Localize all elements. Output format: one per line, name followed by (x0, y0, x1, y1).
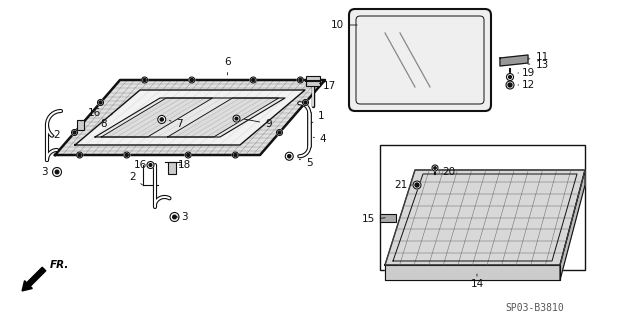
Circle shape (124, 152, 130, 158)
Circle shape (233, 115, 240, 122)
Bar (307, 76, 320, 86)
Text: 15: 15 (362, 214, 385, 225)
Circle shape (434, 167, 436, 169)
FancyArrow shape (22, 267, 46, 291)
Text: 20: 20 (439, 167, 456, 177)
Circle shape (432, 165, 438, 171)
Polygon shape (385, 265, 560, 280)
Circle shape (77, 152, 83, 158)
Circle shape (149, 164, 152, 167)
Text: SP03-B3810: SP03-B3810 (506, 303, 564, 313)
Text: 14: 14 (470, 274, 484, 289)
Circle shape (304, 101, 307, 104)
Text: 3: 3 (177, 212, 188, 222)
Circle shape (303, 100, 308, 106)
Text: 5: 5 (300, 158, 312, 168)
Polygon shape (95, 98, 285, 137)
Circle shape (276, 130, 282, 136)
Circle shape (73, 131, 76, 134)
Bar (380, 145, 585, 270)
Polygon shape (560, 170, 585, 280)
Polygon shape (168, 98, 279, 137)
Circle shape (147, 161, 154, 168)
Polygon shape (500, 55, 528, 66)
Text: 16: 16 (81, 108, 100, 121)
Circle shape (509, 76, 511, 78)
Circle shape (99, 101, 102, 104)
Circle shape (506, 81, 514, 89)
Circle shape (278, 131, 281, 134)
Polygon shape (55, 80, 325, 155)
Text: 7: 7 (170, 119, 183, 130)
Circle shape (299, 78, 302, 81)
Circle shape (141, 77, 148, 83)
Text: 10: 10 (330, 20, 357, 30)
Text: 2: 2 (54, 130, 60, 140)
Circle shape (143, 78, 146, 81)
Circle shape (78, 153, 81, 157)
Circle shape (189, 77, 195, 83)
Text: 18: 18 (178, 160, 191, 170)
Circle shape (125, 153, 128, 157)
FancyBboxPatch shape (349, 9, 491, 111)
Circle shape (252, 78, 255, 81)
Circle shape (508, 83, 512, 87)
Bar (168, 162, 175, 174)
Bar (380, 213, 396, 221)
Circle shape (235, 117, 238, 120)
Text: 12: 12 (518, 80, 534, 90)
Circle shape (72, 130, 77, 136)
Text: 11: 11 (528, 52, 548, 62)
Circle shape (415, 183, 419, 187)
Polygon shape (385, 170, 585, 265)
Circle shape (232, 152, 239, 158)
Circle shape (285, 152, 293, 160)
Circle shape (413, 181, 421, 189)
Polygon shape (101, 98, 212, 137)
Text: 6: 6 (224, 57, 231, 75)
Text: 16: 16 (134, 160, 150, 170)
Circle shape (55, 170, 59, 174)
Text: 2: 2 (129, 172, 143, 185)
Text: 1: 1 (311, 111, 324, 123)
Circle shape (160, 118, 163, 121)
Circle shape (190, 78, 193, 81)
Text: 9: 9 (244, 119, 272, 129)
Circle shape (97, 100, 104, 106)
Text: 4: 4 (313, 134, 326, 144)
Circle shape (298, 77, 303, 83)
Circle shape (287, 155, 291, 158)
Text: 13: 13 (528, 60, 548, 70)
Circle shape (506, 73, 513, 80)
Bar (77, 120, 84, 130)
Text: 19: 19 (518, 68, 534, 78)
Circle shape (185, 152, 191, 158)
Circle shape (170, 212, 179, 221)
Text: 8: 8 (100, 114, 113, 129)
Circle shape (157, 115, 166, 123)
Circle shape (173, 215, 176, 219)
Text: 3: 3 (41, 167, 53, 177)
Text: 17: 17 (319, 81, 336, 91)
Circle shape (52, 167, 61, 176)
Polygon shape (75, 90, 305, 145)
Circle shape (250, 77, 256, 83)
Text: FR.: FR. (50, 260, 69, 270)
Circle shape (187, 153, 189, 157)
Circle shape (234, 153, 237, 157)
Text: 21: 21 (394, 180, 412, 190)
